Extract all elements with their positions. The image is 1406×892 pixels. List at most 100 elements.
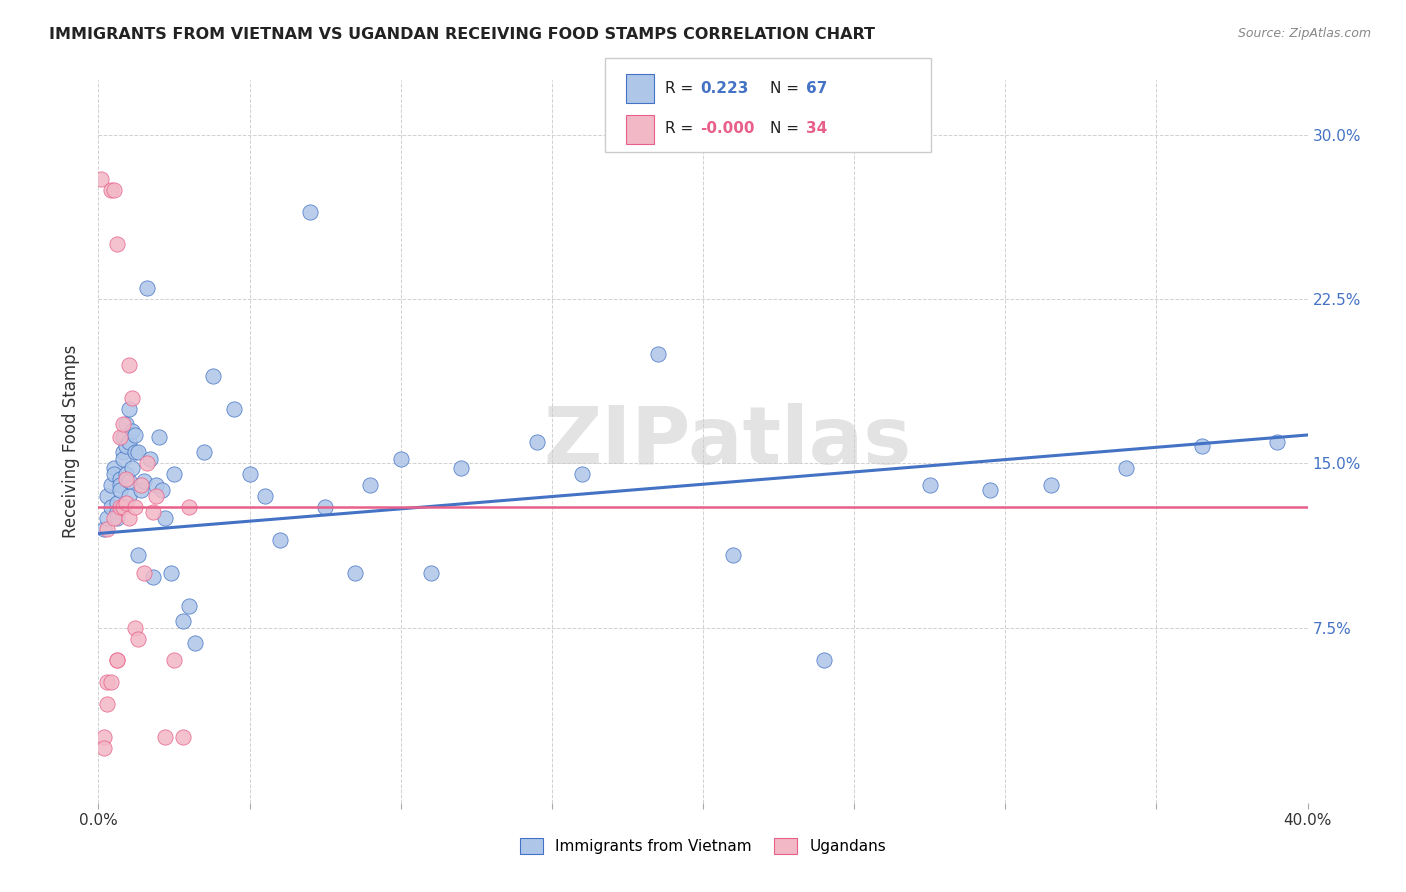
Point [1115,460,1137,475]
Y-axis label: Receiving Food Stamps: Receiving Food Stamps [62,345,80,538]
Point [100,500,122,515]
Point [571,467,593,482]
Point [127,445,149,459]
Point [360,478,382,492]
Point [96,522,118,536]
Point [118,434,141,449]
Point [111,500,134,515]
Point [148,430,170,444]
Point [124,445,146,459]
Point [114,472,136,486]
Point [100,478,122,492]
Point [93,730,115,744]
Point [129,483,152,497]
Point [450,460,472,475]
Point [108,430,131,444]
Point [163,653,186,667]
Point [105,237,128,252]
Point [193,445,215,459]
Point [145,489,167,503]
Point [184,636,207,650]
Text: R =: R = [665,121,699,136]
Point [153,511,176,525]
Point [979,483,1001,497]
Point [813,653,835,667]
Point [163,467,186,482]
Point [118,511,141,525]
Point [124,428,146,442]
Point [1039,478,1062,492]
Point [118,401,141,416]
Point [253,489,276,503]
Point [114,439,136,453]
Point [129,478,152,492]
Point [239,467,262,482]
Point [150,483,173,497]
Point [121,424,143,438]
Point [1267,434,1289,449]
Point [96,675,118,690]
Point [139,452,162,467]
Text: Source: ZipAtlas.com: Source: ZipAtlas.com [1237,27,1371,40]
Point [103,183,125,197]
Point [114,496,136,510]
Point [105,653,128,667]
Point [118,474,141,488]
Text: ZIPatlas: ZIPatlas [543,402,911,481]
Point [420,566,443,580]
Text: R =: R = [665,81,699,95]
Text: 0.223: 0.223 [700,81,748,95]
Point [202,368,225,383]
Point [105,511,128,525]
Text: IMMIGRANTS FROM VIETNAM VS UGANDAN RECEIVING FOOD STAMPS CORRELATION CHART: IMMIGRANTS FROM VIETNAM VS UGANDAN RECEI… [49,27,875,42]
Point [124,500,146,515]
Point [103,511,125,525]
Point [132,474,155,488]
Point [121,460,143,475]
Point [269,533,291,547]
Point [160,566,183,580]
Text: 34: 34 [806,121,827,136]
Legend: Immigrants from Vietnam, Ugandans: Immigrants from Vietnam, Ugandans [513,832,893,860]
Point [172,614,194,628]
Point [108,472,131,486]
Point [108,478,131,492]
Text: -0.000: -0.000 [700,121,755,136]
Point [108,500,131,515]
Point [142,570,165,584]
Point [121,391,143,405]
Point [135,281,157,295]
Point [389,452,412,467]
Point [100,675,122,690]
Point [105,653,128,667]
Point [96,511,118,525]
Point [108,483,131,497]
Point [103,460,125,475]
Point [153,730,176,744]
Point [111,417,134,431]
Point [132,566,155,580]
Point [142,505,165,519]
Point [723,549,745,563]
Text: N =: N = [770,81,804,95]
Point [114,417,136,431]
Text: 67: 67 [806,81,827,95]
Point [103,467,125,482]
Point [93,741,115,756]
Point [344,566,367,580]
Point [918,478,941,492]
Point [118,489,141,503]
Point [93,522,115,536]
Point [105,496,128,510]
Point [124,621,146,635]
Point [100,183,122,197]
Point [145,478,167,492]
Point [179,500,201,515]
Point [299,204,322,219]
Point [96,698,118,712]
Point [224,401,246,416]
Point [526,434,548,449]
Point [1191,439,1213,453]
Point [111,452,134,467]
Point [127,632,149,646]
